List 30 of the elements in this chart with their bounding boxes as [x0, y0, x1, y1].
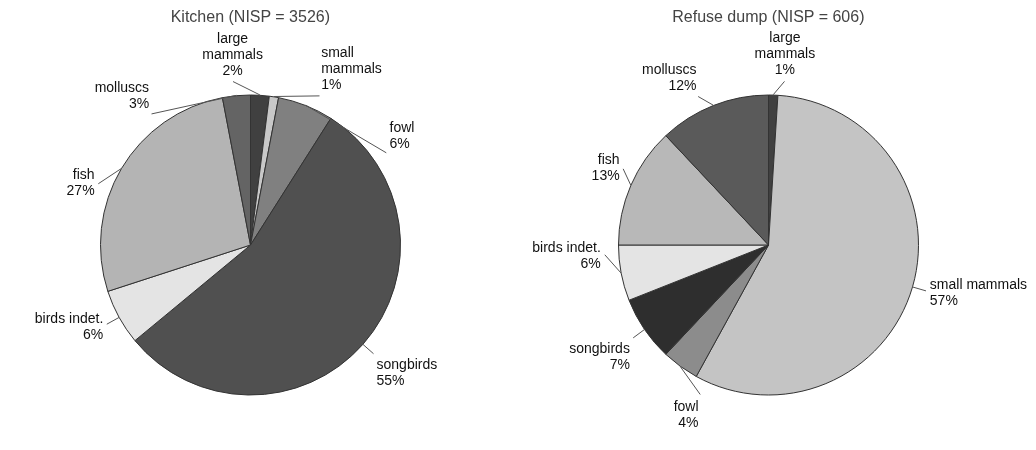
- slice-label: birds indet.: [34, 310, 104, 327]
- slice-label: small mammals: [321, 44, 382, 77]
- slice-label: small mammals: [929, 275, 1028, 292]
- data-label: 7%: [609, 356, 630, 373]
- slice-label: fowl: [673, 398, 699, 415]
- slice-label: songbirds: [569, 340, 630, 357]
- data-label: 13%: [591, 166, 620, 183]
- slice-label: fowl: [389, 118, 415, 135]
- data-label: 6%: [580, 255, 601, 271]
- slice-label: molluscs: [641, 60, 697, 77]
- slice-label: large mammals: [202, 29, 263, 62]
- slice-label: fish: [72, 166, 95, 183]
- slice-label: large mammals: [754, 29, 816, 62]
- data-label: 57%: [929, 291, 958, 308]
- slice-label: fish: [597, 150, 620, 167]
- data-label: 6%: [83, 326, 104, 343]
- data-label: 1%: [321, 76, 342, 93]
- data-label: 6%: [389, 134, 410, 151]
- chart-title: Refuse dump (NISP = 606): [672, 7, 865, 25]
- data-label: 27%: [66, 182, 95, 199]
- data-label: 3%: [128, 94, 150, 111]
- data-label: 1%: [774, 61, 796, 78]
- data-label: 55%: [376, 372, 405, 389]
- slice-label: songbirds: [376, 356, 438, 373]
- slice-label: molluscs: [94, 78, 150, 95]
- data-label: 4%: [678, 414, 699, 431]
- data-label: 12%: [668, 76, 697, 93]
- slice-label: birds indet.: [532, 239, 601, 255]
- data-label: 2%: [222, 61, 243, 78]
- chart-title: Kitchen (NISP = 3526): [170, 7, 331, 25]
